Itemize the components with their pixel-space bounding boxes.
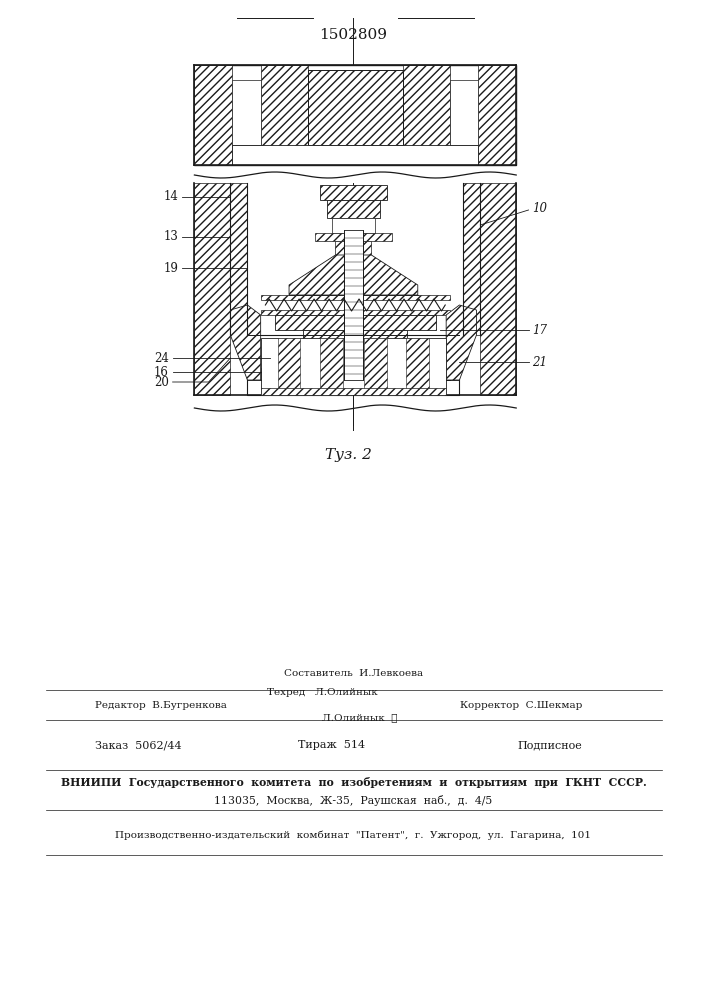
Bar: [332, 218, 375, 233]
Polygon shape: [289, 255, 418, 295]
Polygon shape: [230, 305, 261, 380]
Text: Л.Олийнык  ✓: Л.Олийнык ✓: [322, 713, 397, 722]
Bar: [303, 330, 407, 355]
Text: Редактор  В.Бугренкова: Редактор В.Бугренкова: [95, 700, 227, 710]
Bar: [230, 183, 247, 335]
Text: 17: 17: [532, 324, 547, 336]
Polygon shape: [446, 305, 477, 380]
Bar: [402, 65, 450, 155]
Text: Заказ  5062/44: Заказ 5062/44: [95, 740, 182, 750]
Bar: [261, 295, 450, 300]
Bar: [327, 200, 380, 218]
Bar: [480, 183, 516, 395]
Bar: [194, 65, 516, 165]
Text: Корректор  С.Шекмар: Корректор С.Шекмар: [460, 700, 582, 710]
Text: 14: 14: [163, 190, 178, 204]
Text: 10: 10: [532, 202, 547, 215]
Bar: [275, 315, 436, 330]
Bar: [261, 65, 308, 155]
Text: Техред   Л.Олийнык: Техред Л.Олийнык: [267, 688, 378, 697]
Text: Тираж  514: Тираж 514: [298, 740, 366, 750]
Text: 19: 19: [163, 261, 178, 274]
Bar: [247, 335, 460, 395]
Bar: [463, 183, 480, 335]
Text: 13: 13: [163, 231, 178, 243]
Text: Составитель  И.Левкоева: Составитель И.Левкоева: [284, 669, 423, 678]
Text: Τуз. 2: Τуз. 2: [325, 448, 372, 462]
Bar: [270, 355, 440, 368]
Bar: [261, 368, 450, 380]
Bar: [194, 65, 233, 165]
Text: 16: 16: [154, 365, 169, 378]
Text: 113035,  Москва,  Ж-35,  Раушская  наб.,  д.  4/5: 113035, Москва, Ж-35, Раушская наб., д. …: [214, 794, 493, 806]
Text: Производственно-издательский  комбинат  "Патент",  г.  Ужгород,  ул.  Гагарина, : Производственно-издательский комбинат "П…: [115, 830, 592, 840]
Bar: [261, 388, 446, 395]
Bar: [194, 183, 230, 395]
Bar: [335, 241, 371, 255]
Bar: [344, 230, 363, 380]
Bar: [278, 338, 300, 390]
Text: 24: 24: [154, 352, 169, 364]
Bar: [233, 145, 479, 165]
Bar: [320, 185, 387, 200]
Text: Подписное: Подписное: [517, 740, 582, 750]
Text: 21: 21: [532, 356, 547, 368]
Bar: [479, 65, 516, 165]
Bar: [261, 310, 450, 315]
Bar: [261, 338, 446, 393]
Text: 1502809: 1502809: [320, 28, 387, 42]
Bar: [364, 338, 387, 390]
Bar: [450, 80, 479, 145]
Bar: [407, 338, 429, 390]
Text: 20: 20: [154, 375, 169, 388]
Bar: [320, 338, 343, 390]
Bar: [308, 70, 402, 145]
Bar: [315, 233, 392, 241]
Text: ВНИИПИ  Государственного  комитета  по  изобретениям  и  открытиям  при  ГКНТ  С: ВНИИПИ Государственного комитета по изоб…: [61, 778, 646, 788]
Bar: [233, 80, 261, 145]
